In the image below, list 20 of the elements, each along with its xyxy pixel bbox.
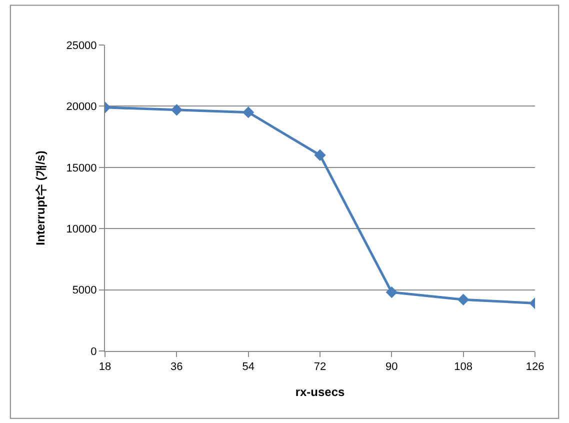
point (314, 149, 326, 162)
point (457, 294, 470, 306)
x-tick-label: 72 (314, 361, 326, 374)
y-tick-label: 5000 (72, 284, 97, 297)
y-tick-label: 10000 (66, 223, 97, 236)
point (386, 286, 398, 298)
y-tick-label: 20000 (66, 101, 97, 114)
y-axis-title: Interrupt수 (개/s) (34, 150, 48, 246)
x-tick-label: 36 (170, 361, 183, 374)
point (170, 104, 183, 116)
x-axis-title: rx-usecs (295, 385, 346, 400)
y-tick-label: 0 (90, 346, 97, 358)
x-tick-label: 54 (242, 361, 254, 374)
point (242, 106, 254, 118)
y-tick-label: 15000 (66, 162, 97, 174)
x-tick-label: 126 (526, 361, 544, 374)
x-tick-label: 108 (454, 361, 473, 374)
y-tick-label: 25000 (66, 40, 97, 52)
x-tick-label: 90 (386, 361, 398, 374)
x-tick-label: 18 (98, 361, 112, 374)
